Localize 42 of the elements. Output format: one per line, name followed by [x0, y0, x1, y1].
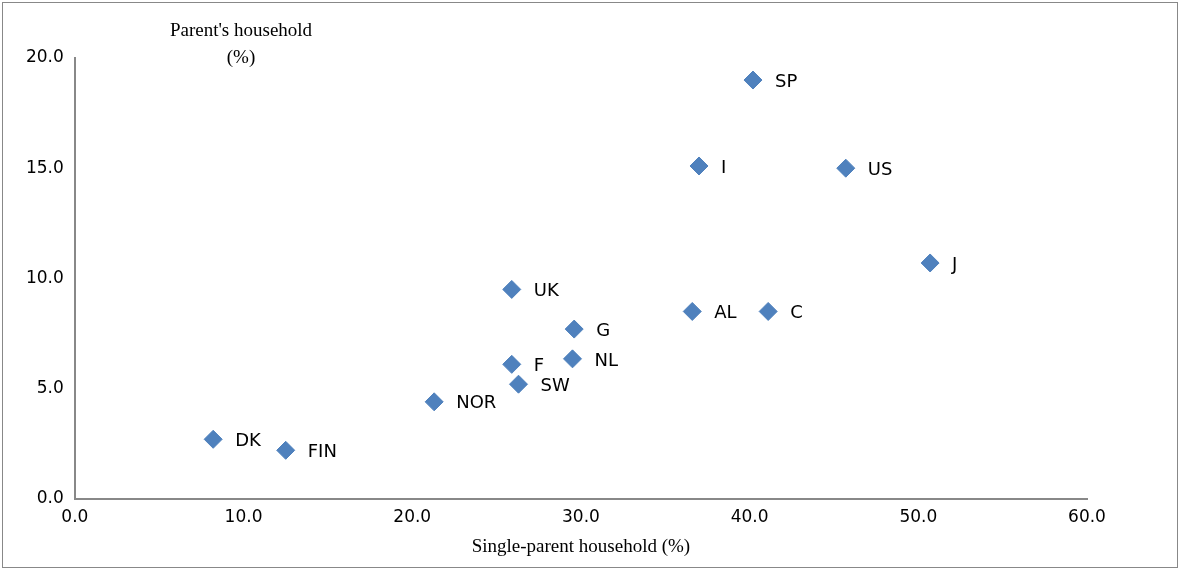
point — [682, 301, 702, 321]
point — [502, 279, 522, 299]
data-label: J — [951, 252, 958, 274]
point — [562, 349, 582, 369]
point — [689, 156, 709, 176]
x-tick-label: 60.0 — [1068, 506, 1106, 527]
data-label: SP — [774, 69, 798, 91]
point — [758, 301, 778, 321]
point — [424, 392, 444, 412]
point — [276, 440, 296, 460]
data-label: SW — [540, 373, 570, 395]
data-label: US — [867, 157, 893, 179]
point — [203, 429, 223, 449]
data-label: I — [721, 155, 727, 177]
point — [920, 253, 940, 273]
x-tick-label: 50.0 — [899, 506, 938, 527]
data-label: NOR — [456, 391, 497, 413]
x-tick-label: 10.0 — [224, 506, 263, 527]
data-label: NL — [594, 348, 618, 370]
point — [836, 158, 856, 178]
x-tick-label: 40.0 — [730, 506, 769, 527]
y-axis-title: Parent's household (%) — [169, 18, 313, 68]
data-label: F — [533, 354, 545, 376]
data-label: UK — [533, 279, 560, 301]
data-label: G — [596, 318, 611, 340]
data-label: FIN — [307, 439, 337, 461]
y-tick-label: 10.0 — [25, 266, 64, 287]
data-label: DK — [235, 428, 263, 450]
data-label: AL — [714, 301, 737, 323]
y-tick-label: 15.0 — [25, 156, 64, 177]
x-axis-title: Single-parent household (%) — [471, 534, 691, 557]
x-tick-label: 30.0 — [562, 506, 600, 527]
x-tick-label: 0.0 — [61, 506, 89, 527]
point — [743, 70, 763, 90]
y-tick-label: 5.0 — [36, 377, 64, 398]
point — [564, 319, 584, 339]
y-tick-label: 0.0 — [36, 487, 64, 508]
y-tick-label: 20.0 — [25, 46, 64, 67]
point — [509, 374, 529, 394]
x-tick-label: 20.0 — [393, 506, 432, 527]
point — [502, 354, 522, 374]
data-label: C — [790, 301, 803, 323]
